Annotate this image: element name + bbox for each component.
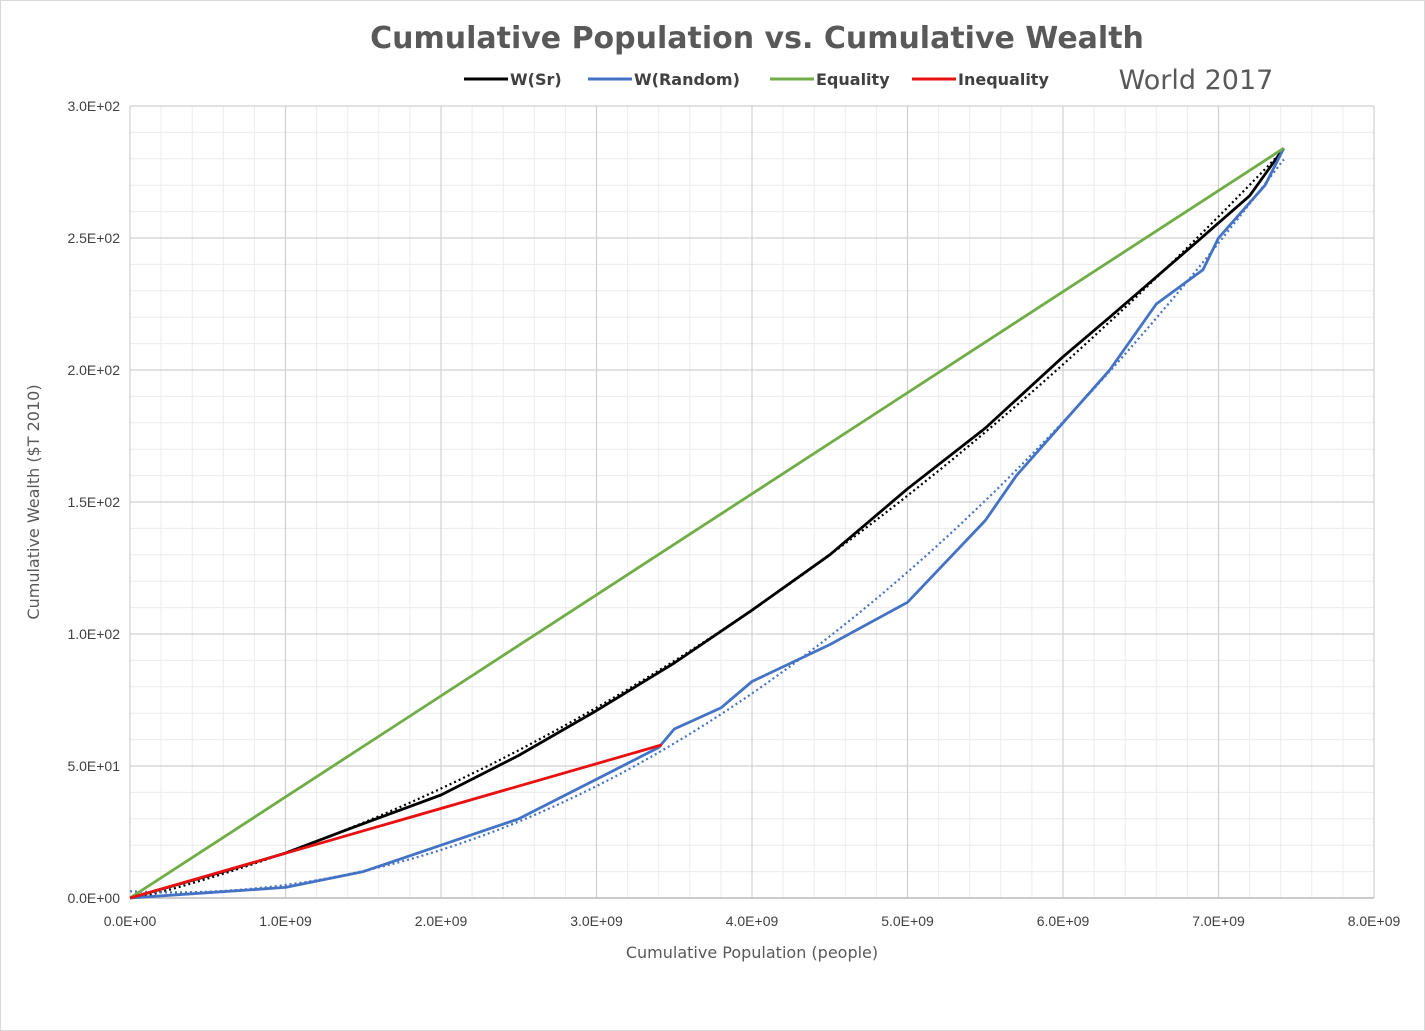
trendline-w-random xyxy=(129,158,1285,894)
x-tick-label: 3.0E+09 xyxy=(570,913,623,929)
x-tick-label: 5.0E+09 xyxy=(881,913,934,929)
y-tick-label: 2.0E+02 xyxy=(67,362,120,378)
legend: W(Sr) W(Random) Equality Inequality xyxy=(464,70,1049,89)
x-tick-label: 1.0E+09 xyxy=(259,913,312,929)
y-tick-label: 0.0E+00 xyxy=(67,890,120,906)
legend-label-w-sr: W(Sr) xyxy=(510,70,562,89)
x-tick-label: 0.0E+00 xyxy=(104,913,157,929)
x-axis-ticks: 0.0E+00 1.0E+09 2.0E+09 3.0E+09 4.0E+09 5.0E+… xyxy=(104,913,1401,929)
legend-label-inequality: Inequality xyxy=(958,70,1049,89)
y-tick-label: 2.5E+02 xyxy=(67,230,120,246)
series-line-equality xyxy=(129,147,1285,900)
series-line-inequality xyxy=(129,743,663,900)
series-layer xyxy=(129,147,1286,900)
chart-subtitle: World 2017 xyxy=(1119,65,1274,96)
y-tick-label: 3.0E+02 xyxy=(67,98,120,114)
x-tick-label: 6.0E+09 xyxy=(1037,913,1090,929)
y-tick-label: 5.0E+01 xyxy=(67,758,120,774)
x-axis-label: Cumulative Population (people) xyxy=(626,943,878,962)
chart-title: Cumulative Population vs. Cumulative Wea… xyxy=(370,21,1144,56)
y-tick-label: 1.0E+02 xyxy=(67,626,120,642)
y-axis-label: Cumulative Wealth ($T 2010) xyxy=(24,384,43,619)
x-tick-label: 7.0E+09 xyxy=(1192,913,1245,929)
x-tick-label: 4.0E+09 xyxy=(726,913,779,929)
x-tick-label: 8.0E+09 xyxy=(1348,913,1401,929)
legend-label-w-random: W(Random) xyxy=(634,70,740,89)
x-tick-label: 2.0E+09 xyxy=(415,913,468,929)
y-tick-label: 1.5E+02 xyxy=(67,494,120,510)
y-axis-ticks: 0.0E+00 5.0E+01 1.0E+02 1.5E+02 2.0E+02 2.5E+… xyxy=(67,98,120,906)
legend-label-equality: Equality xyxy=(816,70,890,89)
series-line-w-random xyxy=(129,147,1286,900)
